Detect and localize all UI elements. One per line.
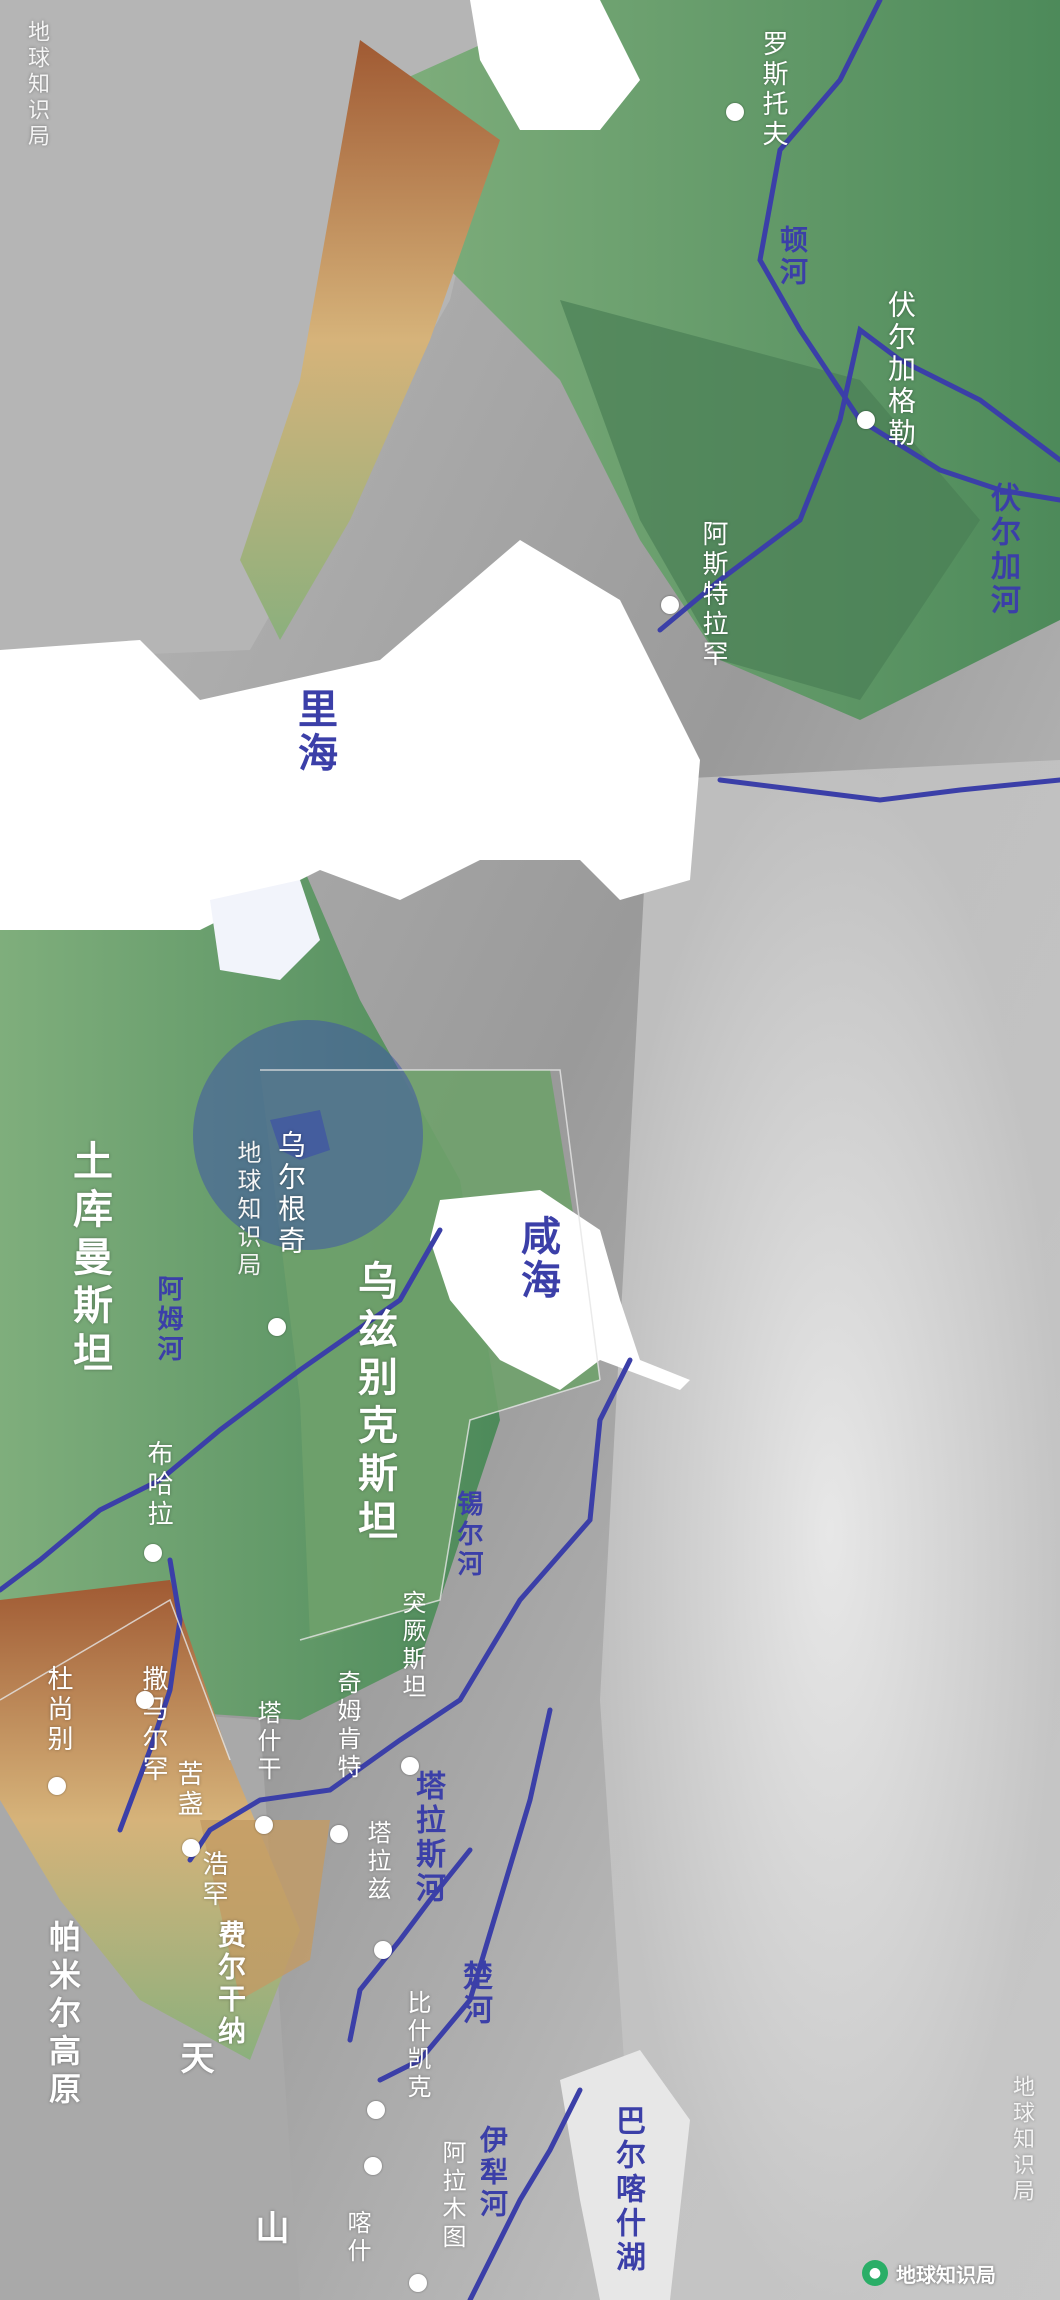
city-dot-rostov [726, 103, 744, 121]
label-rostov: 罗斯托夫 [758, 30, 788, 150]
label-volga-river: 伏尔加河 [985, 482, 1020, 618]
label-almaty: 阿拉木图 [438, 2140, 466, 2252]
label-volgograd: 伏尔加格勒 [884, 290, 917, 450]
terrain-east-highlands [600, 760, 1060, 2300]
city-dot-kashgar [409, 2274, 427, 2292]
caucasus-mountains [240, 40, 500, 640]
city-dot-bishkek [367, 2101, 385, 2119]
label-talas-river: 塔拉斯河 [410, 1770, 445, 1906]
city-dot-turkestan [401, 1757, 419, 1775]
label-tashkent: 塔什干 [253, 1700, 281, 1784]
khorezm-highlight [193, 1020, 423, 1250]
lake-balkhash-area [560, 2050, 690, 2300]
zeravshan-river [117, 1557, 183, 1833]
talas-river [347, 1847, 473, 2043]
label-kashgar: 喀什 [343, 2210, 371, 2266]
city-dot-urgench [268, 1318, 286, 1336]
label-khujand: 苦盏 [173, 1760, 203, 1820]
pamir-tian-shan-mountains [0, 1580, 300, 2060]
label-bukhara: 布哈拉 [143, 1440, 173, 1530]
label-balkhash: 巴尔喀什湖 [610, 2105, 645, 2275]
ferghana-mountains [200, 1820, 330, 2000]
watermark-center: 地球知识局 [233, 1140, 261, 1280]
caspian-sea [0, 540, 700, 930]
city-dot-shymkent [330, 1825, 348, 1843]
label-amu-darya: 阿姆河 [153, 1275, 183, 1365]
label-tianshan-1: 天 [174, 2040, 214, 2078]
label-aral-sea: 咸海 [514, 1215, 560, 1303]
label-shymkent: 奇姆肯特 [333, 1670, 361, 1782]
label-caspian-sea: 里海 [291, 688, 337, 776]
label-ferghana: 费尔干纳 [214, 1920, 247, 2048]
label-uzbekistan: 乌兹别克斯坦 [351, 1260, 397, 1548]
borders [0, 1069, 601, 1761]
wechat-icon: ● [862, 2260, 888, 2286]
city-dot-samarkand [136, 1691, 154, 1709]
credit-badge: ● 地球知识局 [862, 2257, 1052, 2289]
city-dot-dushanbe [48, 1777, 66, 1795]
label-kokand: 浩罕 [198, 1850, 228, 1910]
label-don-river: 顿河 [776, 225, 809, 289]
don-river [757, 0, 1060, 503]
lowland-volga-dark [560, 300, 980, 700]
credit-label: 地球知识局 [896, 2262, 996, 2287]
city-dot-taraz [374, 1941, 392, 1959]
label-turkestan: 突厥斯坦 [398, 1590, 426, 1702]
city-dot-bukhara [144, 1544, 162, 1562]
city-dot-tashkent [255, 1816, 273, 1834]
watermark-bottom-right: 地球知识局 [1009, 2075, 1034, 2205]
amu-darya [0, 1227, 443, 1593]
label-turkmenistan: 土库曼斯坦 [66, 1140, 112, 1380]
label-dushanbe: 杜尚别 [43, 1665, 73, 1755]
watermark-top-left: 地球知识局 [24, 20, 49, 150]
sea-of-azov [470, 0, 640, 130]
city-dot-astrakhan [661, 596, 679, 614]
chu-river [377, 1707, 553, 2083]
city-dot-almaty [364, 2157, 382, 2175]
label-ili-river: 伊犁河 [476, 2125, 509, 2221]
label-chu-river: 楚河 [457, 1960, 492, 2028]
label-samarkand: 撒马尔罕 [138, 1665, 168, 1785]
city-dot-volgograd [857, 411, 875, 429]
label-syr-darya: 锡尔河 [453, 1490, 483, 1580]
label-taraz: 塔拉兹 [363, 1820, 391, 1904]
label-urgench: 乌尔根奇 [274, 1130, 307, 1258]
label-pamir: 帕米尔高原 [44, 1920, 82, 2110]
ili-river [467, 2087, 583, 2300]
volga-river [657, 325, 1060, 633]
syr-darya [187, 1357, 633, 1863]
label-tianshan-2: 山 [249, 2210, 289, 2248]
east-river [717, 777, 1060, 803]
label-bishkek: 比什凯克 [403, 1990, 431, 2102]
aral-sea [430, 1190, 690, 1390]
label-astrakhan: 阿斯特拉罕 [698, 520, 728, 670]
kara-bogaz-gol [210, 880, 320, 980]
city-dot-khujand [182, 1839, 200, 1857]
